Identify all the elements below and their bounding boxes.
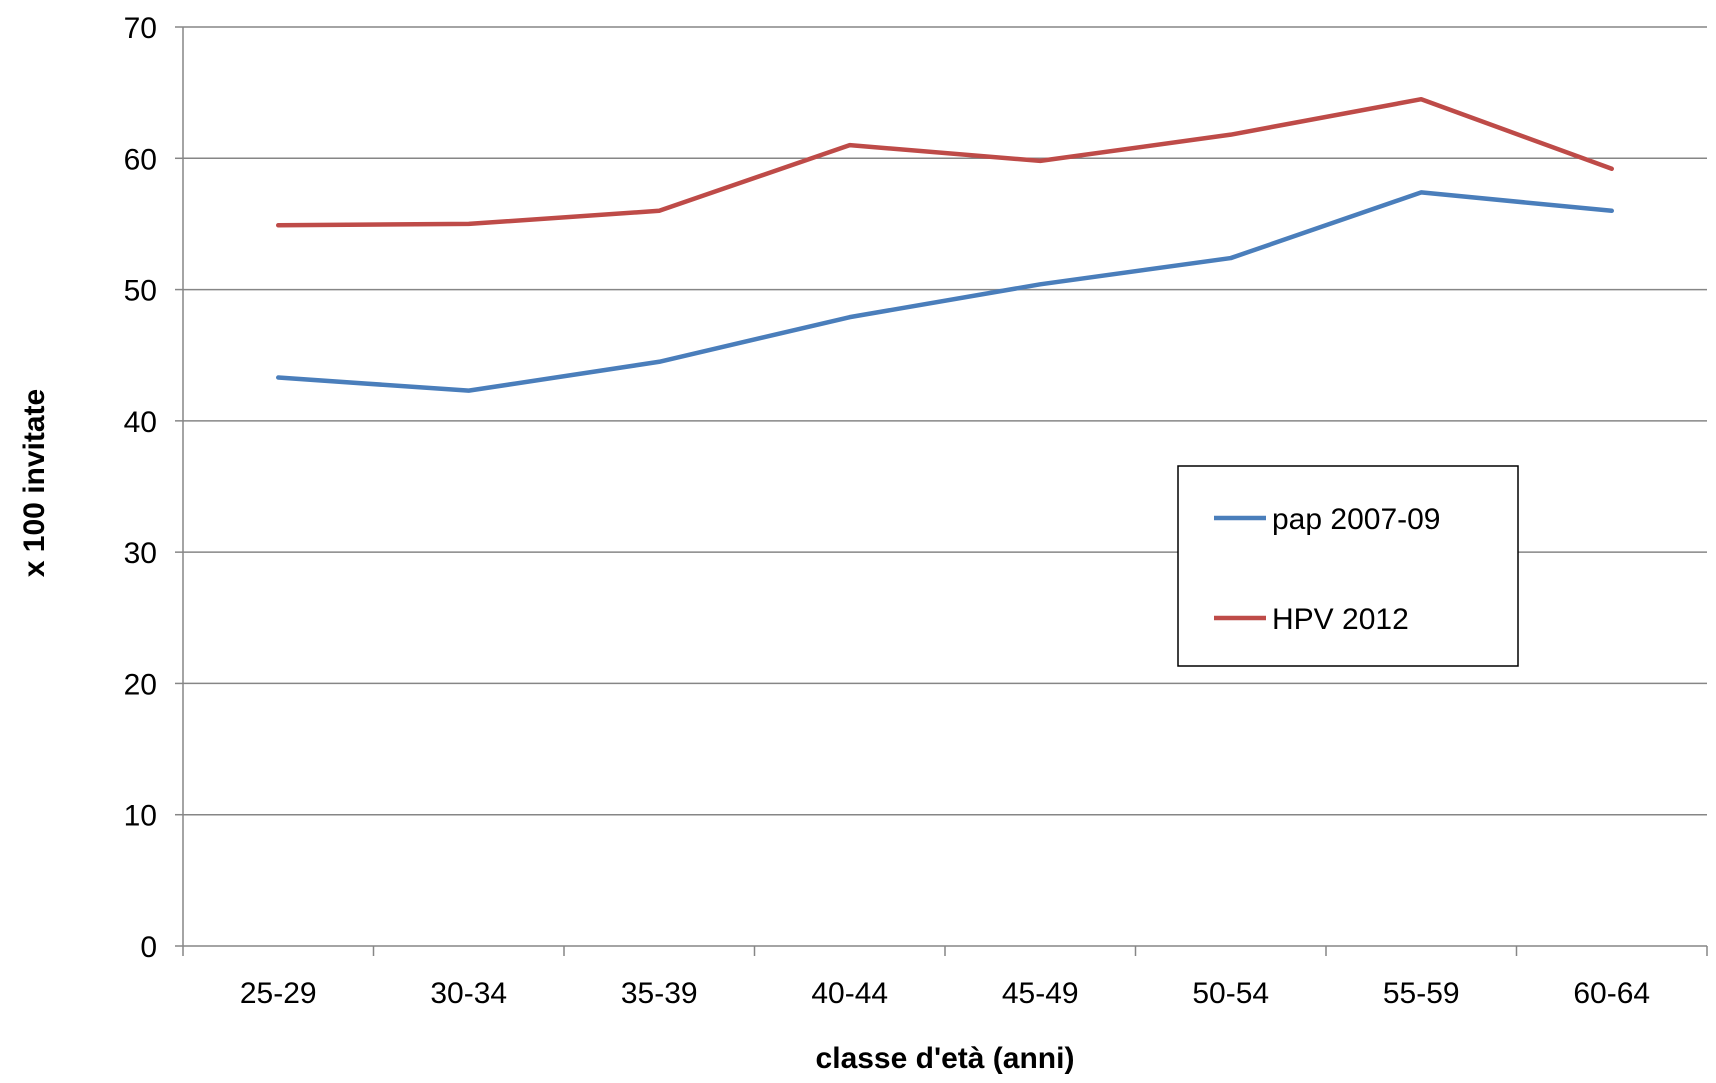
series-line-hpv	[278, 99, 1612, 225]
x-tick-label: 60-64	[1573, 977, 1650, 1010]
y-tick-label: 0	[140, 931, 157, 964]
legend-box	[1178, 466, 1518, 666]
y-tick-labels: 0 10 20 30 40 50 60 70	[124, 12, 157, 964]
x-tick-label: 35-39	[621, 977, 698, 1010]
y-tick-label: 20	[124, 668, 157, 701]
x-tick-label: 55-59	[1383, 977, 1460, 1010]
x-tick-labels: 25-29 30-34 35-39 40-44 45-49 50-54 55-59 60-64	[240, 977, 1650, 1010]
data-series	[278, 99, 1612, 391]
legend-label-pap: pap 2007-09	[1272, 503, 1441, 536]
y-tick-label: 60	[124, 143, 157, 176]
legend-label-hpv: HPV 2012	[1272, 603, 1409, 636]
x-tick-label: 30-34	[430, 977, 507, 1010]
y-tick-label: 40	[124, 406, 157, 439]
y-tick-label: 50	[124, 275, 157, 308]
x-tick-label: 40-44	[811, 977, 888, 1010]
y-axis-title: x 100 invitate	[18, 389, 51, 577]
legend: pap 2007-09 HPV 2012	[1178, 466, 1518, 666]
x-tick-label: 50-54	[1192, 977, 1269, 1010]
y-tick-label: 10	[124, 800, 157, 833]
grid-lines	[183, 27, 1707, 815]
y-tick-label: 30	[124, 537, 157, 570]
x-tick-label: 45-49	[1002, 977, 1079, 1010]
x-tick-label: 25-29	[240, 977, 317, 1010]
y-tick-label: 70	[124, 12, 157, 45]
x-axis-title: classe d'età (anni)	[816, 1042, 1075, 1075]
